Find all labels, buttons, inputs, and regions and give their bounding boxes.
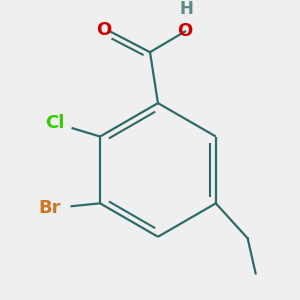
Text: H: H (180, 0, 194, 18)
Text: O: O (96, 21, 112, 39)
Text: Br: Br (38, 200, 61, 217)
Text: O: O (177, 22, 193, 40)
Text: Cl: Cl (45, 114, 64, 132)
